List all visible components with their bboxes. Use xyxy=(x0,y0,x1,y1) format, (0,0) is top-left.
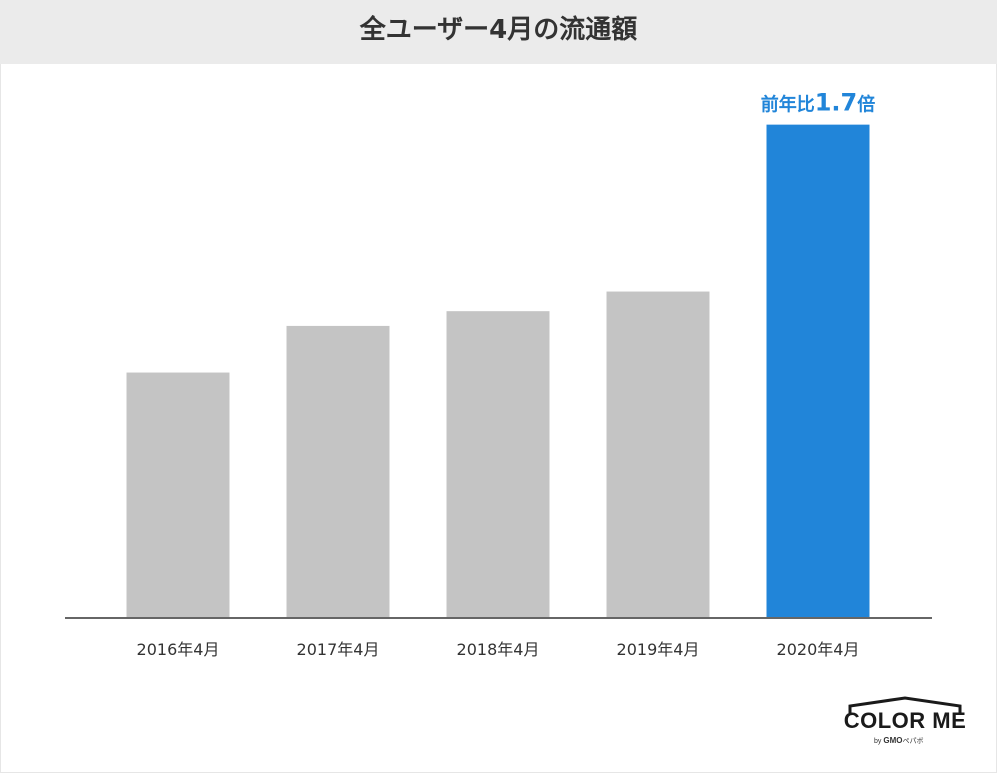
title-bar xyxy=(0,0,997,64)
bar xyxy=(446,311,550,618)
x-tick-label: 2016年4月 xyxy=(137,640,220,659)
bar xyxy=(126,372,230,618)
logo-text: COLOR ME xyxy=(843,708,967,733)
logo-subtext: by GMOペパボ xyxy=(874,736,924,745)
x-tick-label: 2018年4月 xyxy=(457,640,540,659)
chart-title: 全ユーザー4月の流通額 xyxy=(359,15,638,45)
color-me-logo: COLOR ME by GMOペパボ xyxy=(840,696,970,752)
x-tick-label: 2019年4月 xyxy=(617,640,700,659)
x-tick-label: 2017年4月 xyxy=(297,640,380,659)
x-tick-label: 2020年4月 xyxy=(777,640,860,659)
bar-annotation: 前年比1.7倍 xyxy=(761,89,876,117)
bar xyxy=(766,124,870,619)
house-roof-icon xyxy=(848,696,962,713)
bar xyxy=(286,325,390,618)
bar xyxy=(606,291,710,618)
bar-chart: 2016年4月 2017年4月 2018年4月 2019年4月 2020年4月 前年比1.… xyxy=(65,89,932,659)
